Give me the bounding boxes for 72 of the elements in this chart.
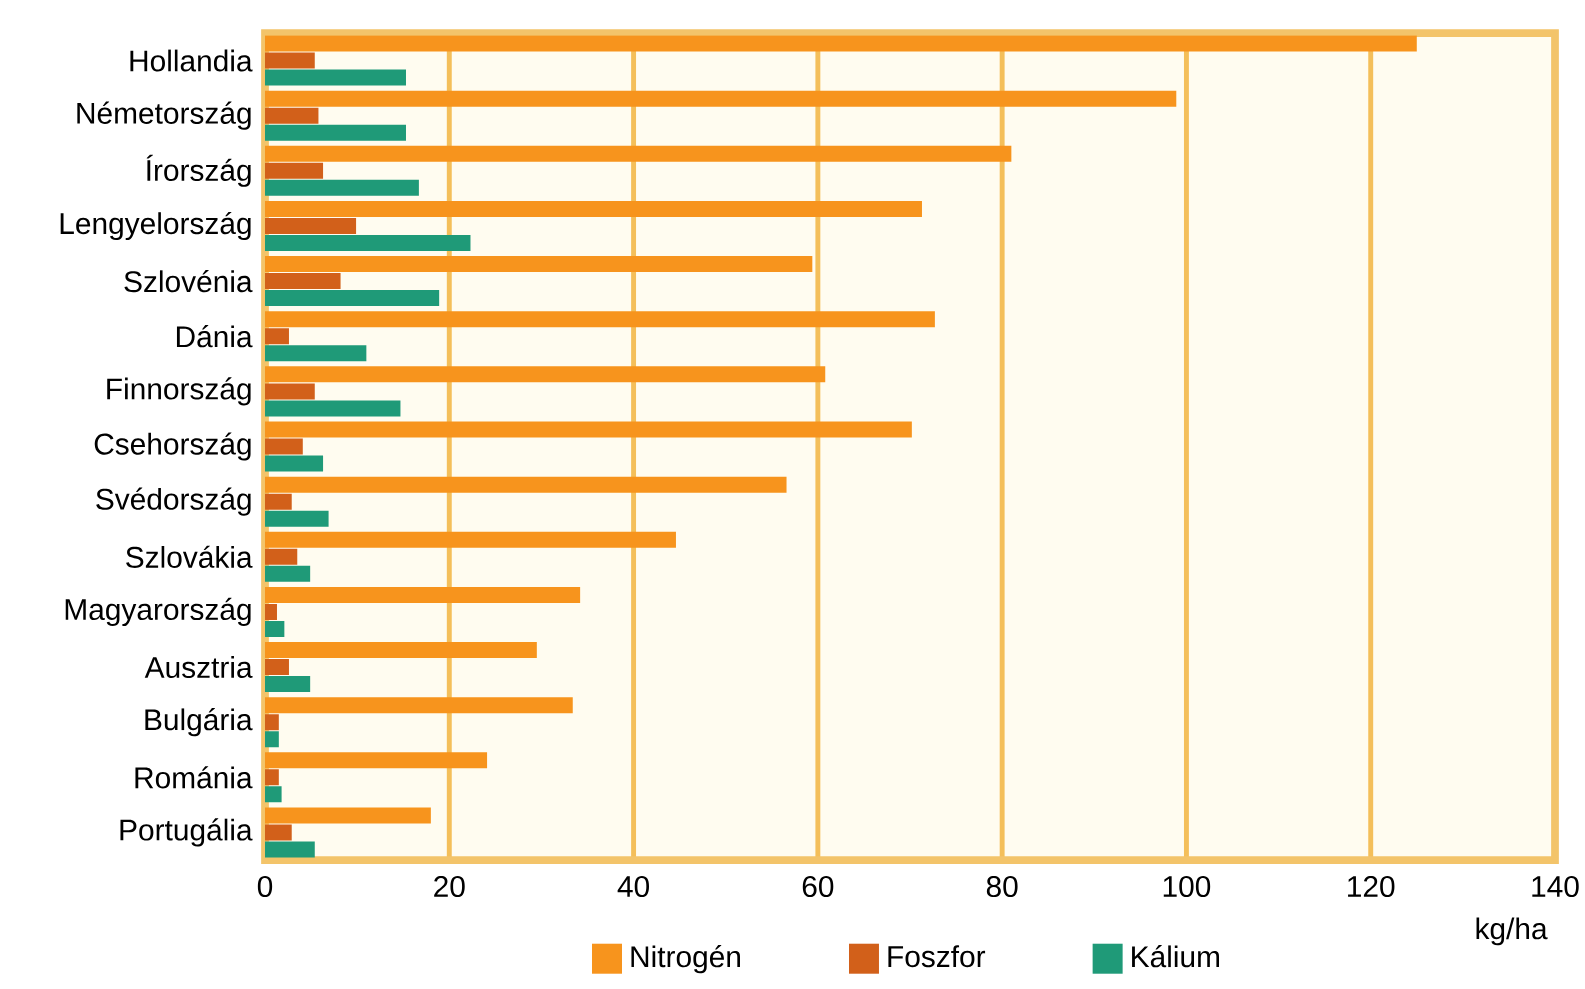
bar bbox=[265, 603, 277, 620]
y-tick-label: Dánia bbox=[176, 325, 253, 348]
x-tick-label: 100 bbox=[1163, 875, 1211, 898]
y-tick-label: Magyarország bbox=[65, 597, 251, 626]
bar bbox=[265, 731, 279, 748]
x-axis-title: kg/ha bbox=[1476, 917, 1548, 946]
bar bbox=[265, 438, 303, 455]
legend-label: Nitrogén bbox=[631, 945, 740, 974]
x-tick-label: 40 bbox=[617, 875, 650, 898]
x-tick-label: 140 bbox=[1532, 875, 1579, 898]
y-tick-label: Finnország bbox=[107, 377, 251, 406]
bar bbox=[265, 69, 406, 86]
bar bbox=[265, 328, 289, 345]
y-tick-label: Hollandia bbox=[130, 49, 253, 72]
bar bbox=[265, 383, 315, 400]
bar bbox=[265, 345, 367, 362]
y-tick-label: Bulgária bbox=[145, 708, 253, 737]
y-tick-label: Svédország bbox=[96, 487, 251, 516]
bar bbox=[265, 90, 1177, 107]
y-tick-label: Szlovénia bbox=[124, 269, 253, 293]
y-tick-label: Portugália bbox=[120, 818, 253, 847]
bar bbox=[265, 824, 292, 841]
bar bbox=[265, 124, 406, 141]
bar bbox=[265, 769, 279, 786]
bar bbox=[265, 179, 419, 196]
bar bbox=[265, 714, 279, 731]
bar bbox=[265, 107, 319, 124]
bar bbox=[265, 145, 1012, 162]
bar bbox=[265, 290, 440, 307]
y-tick-label: Németország bbox=[77, 101, 251, 130]
bar bbox=[265, 311, 935, 328]
bar bbox=[265, 400, 401, 417]
x-tick-label: 120 bbox=[1348, 875, 1395, 898]
y-tick-label: Szlovákia bbox=[126, 545, 253, 568]
bar bbox=[265, 493, 292, 510]
y-tick-label: Írország bbox=[146, 154, 251, 187]
bar bbox=[265, 642, 537, 659]
legend-label: Foszfor bbox=[888, 945, 986, 968]
bar bbox=[265, 217, 357, 234]
bar bbox=[265, 273, 341, 290]
bar bbox=[265, 510, 329, 527]
legend-label: Kálium bbox=[1132, 945, 1219, 968]
bar bbox=[265, 200, 922, 217]
x-tick-label: 80 bbox=[986, 875, 1018, 898]
bar bbox=[265, 421, 912, 438]
bar bbox=[265, 841, 315, 858]
bar bbox=[265, 256, 813, 273]
x-tick-label: 20 bbox=[434, 875, 465, 898]
bar bbox=[265, 697, 573, 714]
bar bbox=[265, 548, 298, 565]
bar bbox=[265, 455, 324, 472]
y-tick-label: Lengyelország bbox=[60, 211, 251, 241]
bar bbox=[265, 531, 676, 548]
bar bbox=[265, 586, 581, 603]
bar bbox=[265, 35, 1417, 52]
bar bbox=[265, 807, 431, 824]
bar bbox=[265, 52, 315, 69]
x-tick-label: 60 bbox=[802, 875, 834, 898]
bar bbox=[265, 752, 488, 769]
bar bbox=[265, 234, 471, 251]
bar bbox=[265, 565, 311, 582]
bar bbox=[265, 620, 285, 637]
bar bbox=[265, 476, 787, 493]
bar bbox=[265, 786, 282, 803]
bar bbox=[265, 659, 289, 676]
y-tick-label: Románia bbox=[135, 766, 253, 789]
bar bbox=[265, 676, 311, 693]
x-tick-label: 0 bbox=[257, 875, 273, 898]
y-tick-label: Ausztria bbox=[144, 656, 253, 678]
bar bbox=[265, 366, 826, 383]
y-tick-label: Csehország bbox=[94, 432, 251, 461]
bar bbox=[265, 162, 324, 179]
